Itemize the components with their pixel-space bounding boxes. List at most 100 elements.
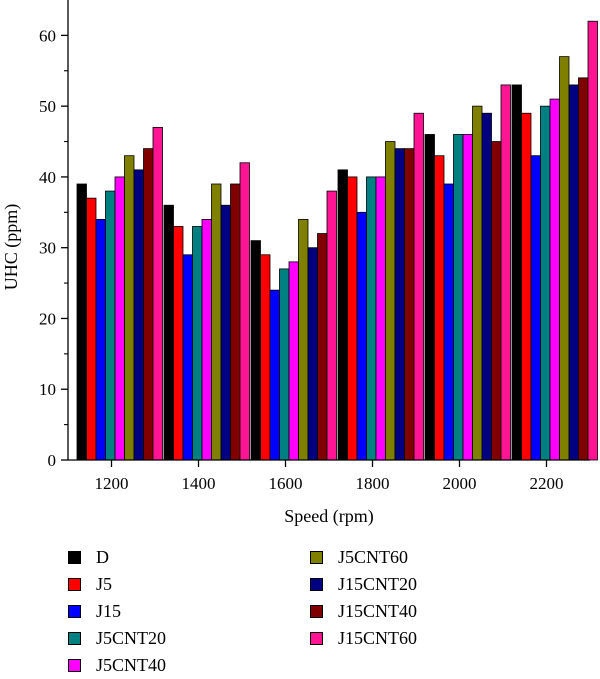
legend-label: J15CNT40 <box>338 601 418 621</box>
legend-item-j5: J5 <box>68 571 310 598</box>
bar-j5cnt60-2000 <box>472 105 483 461</box>
legend-swatch <box>68 659 81 672</box>
bar-d-1600 <box>250 240 261 461</box>
bar-j5cnt60-1400 <box>211 183 222 461</box>
bar-j15cnt40-2200 <box>578 77 589 461</box>
legend: D J5 J15 J5CNT20 J5CNT40 J5CNT60 J15CNT20 J15CN… <box>68 544 588 679</box>
bar-j15cnt20-1400 <box>220 204 231 461</box>
bar-j15-1400 <box>182 254 193 461</box>
legend-item-j15cnt20: J15CNT20 <box>310 571 552 598</box>
bar-j15cnt60-1600 <box>326 190 337 461</box>
bar-j15-1800 <box>356 211 367 461</box>
legend-swatch <box>310 632 323 645</box>
legend-item-j15: J15 <box>68 598 310 625</box>
bar-j15cnt40-1200 <box>143 148 154 461</box>
bar-j15cnt60-1200 <box>152 126 163 461</box>
bar-d-1800 <box>337 169 348 461</box>
bar-j15-1200 <box>95 218 106 461</box>
y-tick-label: 10 <box>39 380 56 399</box>
y-tick-label: 60 <box>39 26 56 45</box>
bar-d-1400 <box>163 204 174 461</box>
bar-j5-1600 <box>260 254 271 461</box>
bar-j5cnt20-2000 <box>453 134 464 461</box>
bar-j15cnt40-1600 <box>317 233 328 461</box>
legend-swatch <box>310 605 323 618</box>
bars-group <box>76 20 598 461</box>
bar-j5cnt40-1800 <box>375 176 386 461</box>
bar-j5cnt20-2200 <box>540 105 551 461</box>
bar-j5-2200 <box>521 112 532 461</box>
legend-swatch <box>310 551 323 564</box>
bar-j5cnt40-2000 <box>462 134 473 461</box>
legend-item-j15cnt40: J15CNT40 <box>310 598 552 625</box>
legend-label: D <box>96 547 109 567</box>
bar-j15-2000 <box>443 183 454 461</box>
tick-labels-group: 0 10 20 30 40 50 60 1200 1400 1600 1800 2000 2200 <box>39 26 564 493</box>
y-tick-label: 0 <box>48 451 57 470</box>
bar-j5-1200 <box>86 197 97 461</box>
y-tick-label: 30 <box>39 239 56 258</box>
x-tick-label: 1600 <box>269 474 303 493</box>
legend-label: J15 <box>96 601 122 621</box>
bar-j5cnt60-1200 <box>124 155 135 461</box>
bar-j15cnt20-1600 <box>307 247 318 461</box>
bar-j15cnt20-1200 <box>133 169 144 461</box>
y-tick-label: 50 <box>39 97 56 116</box>
legend-label: J5CNT40 <box>96 655 167 675</box>
y-tick-label: 20 <box>39 309 56 328</box>
bar-j15cnt60-1800 <box>413 112 424 461</box>
x-axis-label: Speed (rpm) <box>284 506 373 527</box>
axes-group <box>61 0 590 467</box>
x-tick-label: 1800 <box>356 474 390 493</box>
y-axis-label: UHC (ppm) <box>1 204 22 291</box>
bar-j5cnt20-1800 <box>366 176 377 461</box>
bar-j15-1600 <box>269 289 280 461</box>
legend-label: J15CNT60 <box>338 628 418 648</box>
x-tick-label: 1400 <box>182 474 216 493</box>
legend-item-j5cnt20: J5CNT20 <box>68 625 310 652</box>
legend-label: J5 <box>96 574 113 594</box>
bar-d-2000 <box>424 134 435 461</box>
bar-j5cnt40-1600 <box>288 261 299 461</box>
y-tick-label: 40 <box>39 168 56 187</box>
bar-d-1200 <box>76 183 87 461</box>
bar-j15cnt20-1800 <box>394 148 405 461</box>
bar-j5cnt20-1600 <box>279 268 290 461</box>
uhc-bar-chart: 0 10 20 30 40 50 60 1200 1400 1600 1800 2000 2200 Sp… <box>1 0 598 527</box>
bar-d-2200 <box>511 84 522 461</box>
legend-item-d: D <box>68 544 310 571</box>
x-tick-label: 1200 <box>95 474 129 493</box>
bar-j5cnt60-1600 <box>298 218 309 461</box>
bar-j5cnt40-1200 <box>114 176 125 461</box>
bar-j15cnt40-2000 <box>491 141 502 461</box>
bar-j5cnt60-2200 <box>559 56 570 461</box>
bar-j5cnt20-1200 <box>105 190 116 461</box>
bar-j15-2200 <box>530 155 541 461</box>
bar-j15cnt20-2200 <box>568 84 579 461</box>
legend-swatch <box>68 605 81 618</box>
legend-label: J5CNT60 <box>338 547 409 567</box>
legend-swatch <box>310 578 323 591</box>
legend-swatch <box>68 578 81 591</box>
bar-j15cnt60-1400 <box>239 162 250 461</box>
legend-item-j15cnt60: J15CNT60 <box>310 625 552 652</box>
bar-j5cnt40-2200 <box>549 98 560 461</box>
legend-item-j5cnt60: J5CNT60 <box>310 544 552 571</box>
legend-label: J15CNT20 <box>338 574 418 594</box>
bar-j5-2000 <box>434 155 445 461</box>
bar-j5-1400 <box>173 226 184 461</box>
bar-j15cnt40-1400 <box>230 183 241 461</box>
bar-j15cnt40-1800 <box>404 148 415 461</box>
bar-j15cnt60-2000 <box>500 84 511 461</box>
bar-j5-1800 <box>347 176 358 461</box>
bar-j5cnt60-1800 <box>385 141 396 461</box>
bar-j5cnt40-1400 <box>201 218 212 461</box>
bar-j15cnt60-2200 <box>587 20 598 461</box>
x-tick-label: 2200 <box>530 474 564 493</box>
bar-j15cnt20-2000 <box>481 112 492 461</box>
legend-swatch <box>68 632 81 645</box>
bar-j5cnt20-1400 <box>192 226 203 461</box>
legend-swatch <box>68 551 81 564</box>
x-tick-label: 2000 <box>443 474 477 493</box>
legend-item-j5cnt40: J5CNT40 <box>68 652 310 679</box>
